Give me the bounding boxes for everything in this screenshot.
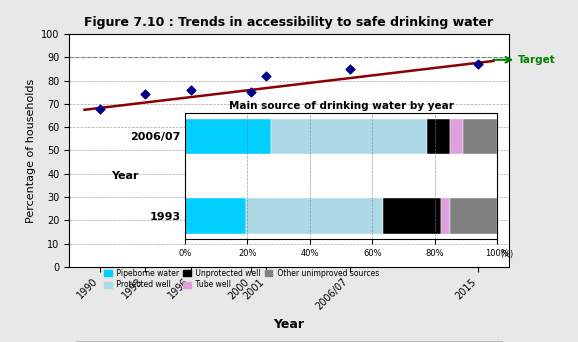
Bar — [427, 119, 450, 154]
Bar — [441, 198, 450, 234]
Text: Year: Year — [110, 171, 138, 181]
Bar — [246, 198, 383, 234]
Point — [474, 62, 483, 67]
Point — [262, 73, 271, 79]
Title: Figure 7.10 : Trends in accessibility to safe drinking water: Figure 7.10 : Trends in accessibility to… — [84, 16, 494, 29]
Title: Main source of drinking water by year: Main source of drinking water by year — [228, 101, 454, 111]
Point — [140, 91, 150, 96]
Bar — [450, 119, 463, 154]
Point — [95, 106, 104, 111]
Legend:  Pipeborne water,  Protected well,  Unprotected well,  Tube well,  Other unimpro: Pipeborne water, Protected well, Unprote… — [101, 266, 382, 292]
Bar — [271, 119, 427, 154]
X-axis label: Year: Year — [273, 318, 305, 331]
Y-axis label: Percentage of households: Percentage of households — [25, 78, 36, 223]
Bar — [185, 119, 271, 154]
Bar — [463, 119, 497, 154]
Point — [246, 90, 255, 95]
Point — [345, 66, 354, 72]
Text: (%): (%) — [500, 250, 513, 259]
Text: Target: Target — [518, 55, 555, 65]
Point — [186, 87, 195, 93]
Bar — [450, 198, 497, 234]
Bar — [383, 198, 441, 234]
Bar — [185, 198, 246, 234]
